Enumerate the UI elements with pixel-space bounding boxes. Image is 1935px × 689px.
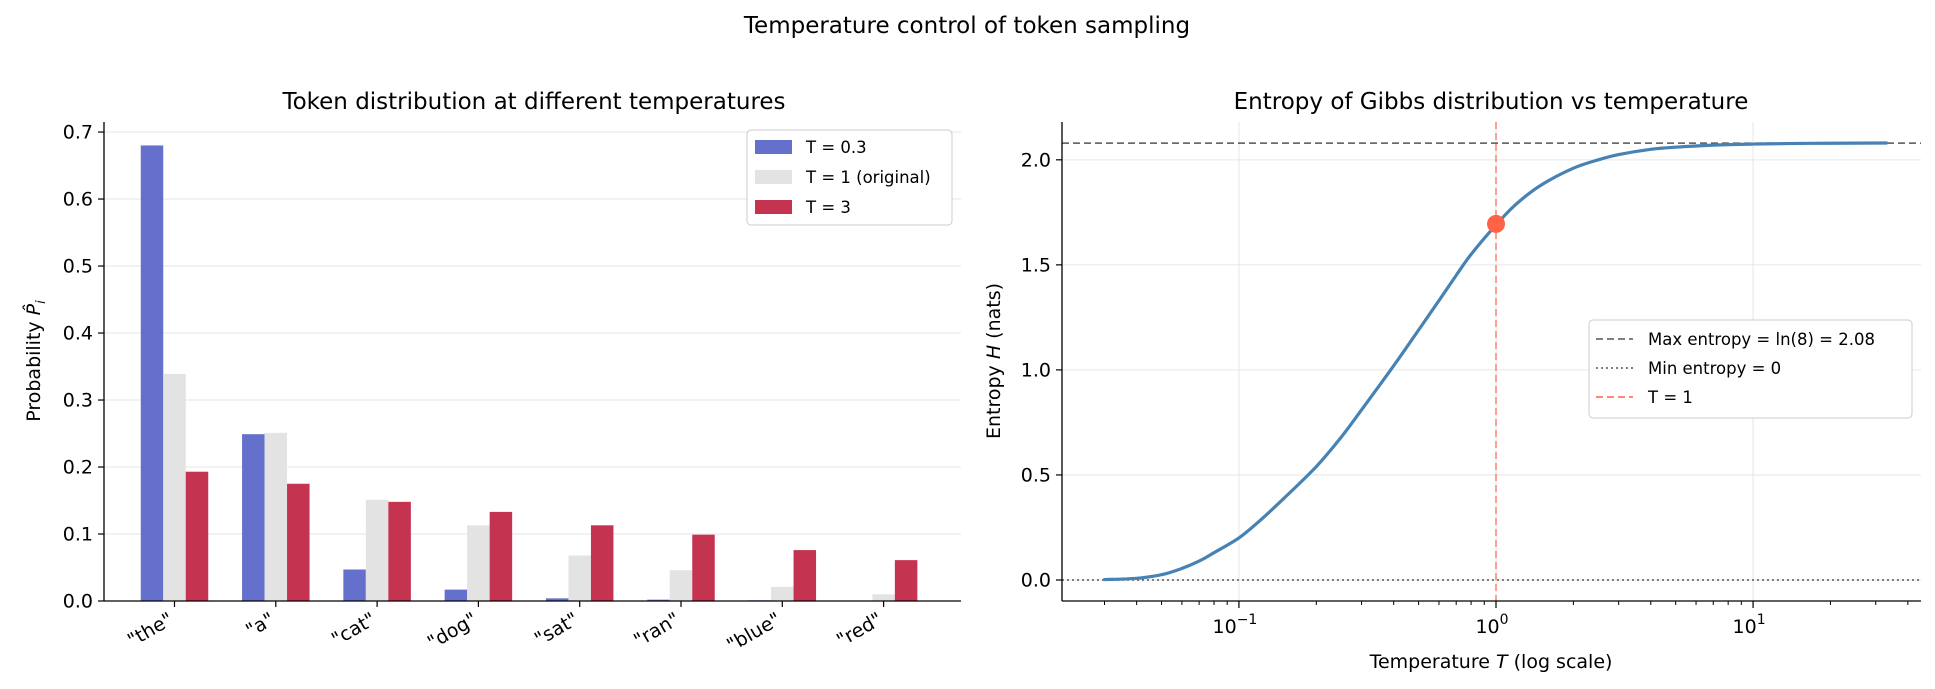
right-y-tick-label: 1.5 — [1021, 254, 1051, 276]
left-x-tick-label: "the" — [124, 608, 177, 651]
bar-t1-7 — [872, 594, 895, 601]
left-legend-label: T = 0.3 — [805, 138, 867, 157]
bar-t3-6 — [793, 550, 817, 601]
left-bars — [140, 145, 918, 601]
left-y-tick-label: 0.3 — [63, 390, 93, 412]
right-chart: Entropy of Gibbs distribution vs tempera… — [983, 89, 1921, 673]
bar-t3-2 — [388, 501, 411, 601]
bar-t1-4 — [568, 555, 591, 601]
right-x-tick-label: 100 — [1475, 612, 1508, 638]
bar-t3-4 — [590, 525, 614, 601]
marker-t1-point — [1487, 214, 1506, 233]
right-y-tick-label: 0.0 — [1021, 569, 1051, 591]
right-x-axis-label: Temperature T (log scale) — [1369, 651, 1613, 673]
bar-t1-2 — [365, 499, 389, 601]
left-legend: T = 0.3 T = 1 (original) T = 3 — [746, 129, 953, 226]
right-y-tick-label: 1.0 — [1021, 359, 1051, 381]
left-x-tick-label: "cat" — [328, 608, 380, 651]
left-y-tick-label: 0.0 — [63, 591, 93, 613]
left-y-axis-label: Probability P̂i — [23, 300, 49, 422]
left-legend-label: T = 1 (original) — [805, 168, 931, 187]
bar-t3-7 — [894, 560, 918, 601]
right-x-tick-label: 101 — [1733, 612, 1766, 638]
bar-t3-1 — [287, 483, 310, 601]
right-chart-title: Entropy of Gibbs distribution vs tempera… — [1234, 89, 1749, 115]
left-chart-title: Token distribution at different temperat… — [281, 89, 785, 115]
bar-t03-3 — [444, 589, 468, 601]
bar-t03-4 — [545, 598, 569, 601]
right-legend: Max entropy = ln(8) = 2.08 Min entropy = … — [1588, 319, 1913, 419]
bar-t1-1 — [264, 432, 288, 601]
right-y-tick-label: 0.5 — [1021, 464, 1051, 486]
bar-t1-6 — [771, 586, 794, 601]
left-y-tick-label: 0.4 — [63, 323, 93, 345]
left-legend-swatch — [755, 140, 792, 154]
bar-t3-5 — [692, 534, 715, 601]
bar-t03-0 — [140, 145, 164, 601]
left-legend-label: T = 3 — [805, 198, 851, 217]
left-y-tick-label: 0.6 — [63, 189, 93, 211]
left-x-tick-label: "blue" — [723, 608, 785, 656]
right-legend-label: Max entropy = ln(8) = 2.08 — [1648, 330, 1875, 349]
left-chart: Token distribution at different temperat… — [23, 89, 961, 657]
right-y-tick-label: 2.0 — [1021, 149, 1051, 171]
right-y-ticks: 0.0 0.5 1.0 1.5 2.0 — [1021, 149, 1062, 591]
bar-t1-5 — [669, 570, 693, 601]
left-x-tick-label: "a" — [242, 608, 278, 642]
right-line-series — [1102, 141, 1888, 582]
left-x-tick-label: "red" — [833, 608, 886, 651]
left-y-tick-label: 0.7 — [63, 122, 93, 144]
right-y-axis-label: Entropy H (nats) — [983, 283, 1005, 439]
left-legend-swatch — [755, 170, 792, 184]
left-x-tick-label: "dog" — [424, 608, 481, 654]
bar-t1-0 — [163, 373, 186, 601]
left-y-tick-label: 0.1 — [63, 524, 93, 546]
right-legend-label: Min entropy = 0 — [1648, 359, 1781, 378]
right-x-tick-label: 10−1 — [1213, 612, 1258, 638]
bar-t03-2 — [343, 569, 366, 601]
right-legend-label: T = 1 — [1647, 388, 1693, 407]
bar-t1-3 — [467, 525, 490, 601]
right-x-ticks: 10−1 100 101 — [1104, 601, 1909, 638]
left-y-tick-label: 0.5 — [63, 256, 93, 278]
left-x-tick-label: "sat" — [531, 608, 582, 650]
left-y-tick-label: 0.2 — [63, 457, 93, 479]
bar-t03-5 — [647, 599, 670, 601]
bar-t03-1 — [242, 434, 265, 601]
left-legend-swatch — [755, 200, 792, 214]
left-x-tick-label: "ran" — [630, 608, 683, 652]
bar-t3-3 — [489, 511, 513, 601]
left-x-ticks: "the" "a" "cat" "dog" "sat" "ran" "blue" "red" — [124, 601, 886, 657]
left-y-ticks: 0.0 0.1 0.2 0.3 0.4 0.5 0.6 0.7 — [63, 122, 104, 613]
bar-t3-0 — [185, 471, 209, 601]
figure-suptitle: Temperature control of token sampling — [743, 13, 1190, 39]
entropy-curve — [1102, 141, 1888, 582]
